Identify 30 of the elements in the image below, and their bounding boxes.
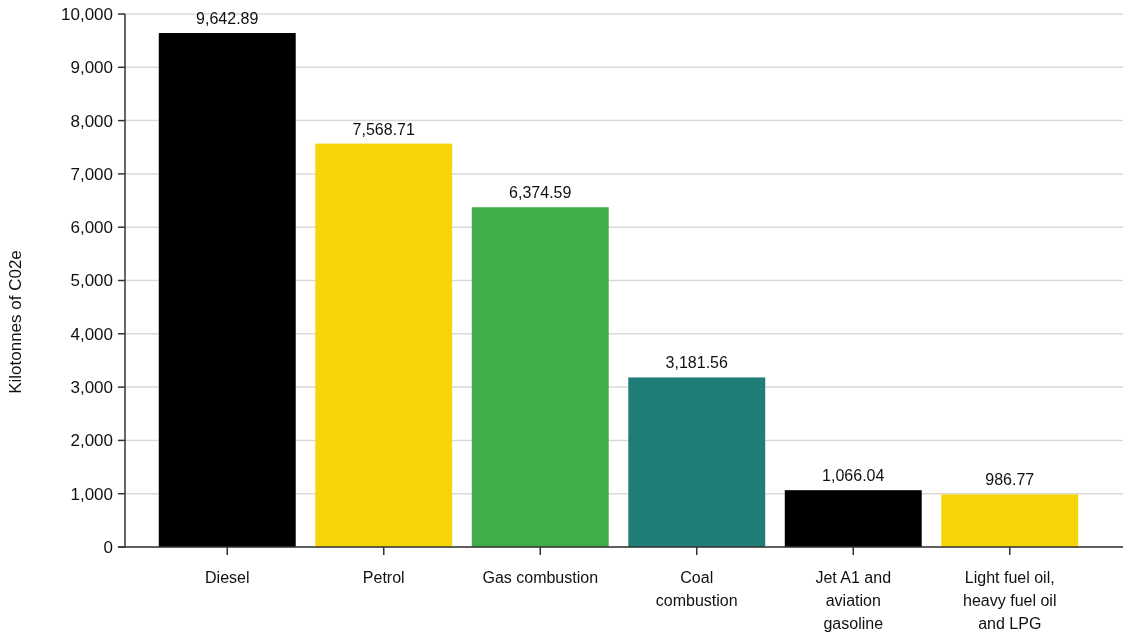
bar [158, 33, 296, 547]
y-tick-label: 6,000 [70, 218, 113, 238]
bar [941, 494, 1079, 547]
y-axis-title: Kilotonnes of C02e [6, 250, 25, 394]
data-label: 6,374.59 [509, 184, 572, 202]
y-tick-label: 2,000 [70, 431, 113, 451]
y-tick-label: 7,000 [70, 164, 113, 184]
y-tick-label: 8,000 [70, 111, 113, 131]
x-tick-label: Gas combustion [482, 569, 599, 586]
data-label: 9,642.89 [196, 10, 259, 28]
bar [471, 207, 609, 547]
data-label: 986.77 [985, 471, 1035, 489]
y-tick-label: 9,000 [70, 58, 113, 78]
data-label: 7,568.71 [352, 120, 415, 138]
bar [784, 490, 922, 547]
y-tick-label: 1,000 [70, 484, 113, 504]
data-label: 1,066.04 [822, 467, 885, 485]
y-tick-label: 10,000 [61, 4, 113, 24]
y-tick-label: 4,000 [70, 324, 113, 344]
y-tick-label: 0 [103, 537, 113, 557]
y-tick-label: 5,000 [70, 271, 113, 291]
x-tick-label: Light fuel oil, heavy fuel oil and LPG [963, 569, 1057, 632]
bar [628, 377, 766, 547]
x-tick-label: Jet A1 and aviation gasoline [815, 569, 892, 632]
y-tick-label: 3,000 [70, 378, 113, 398]
x-tick-label: Coal combustion [655, 569, 738, 609]
x-tick-label: Diesel [205, 569, 250, 586]
data-label: 3,181.56 [665, 354, 728, 372]
x-tick-label: Petrol [362, 569, 405, 586]
bar [315, 143, 453, 547]
